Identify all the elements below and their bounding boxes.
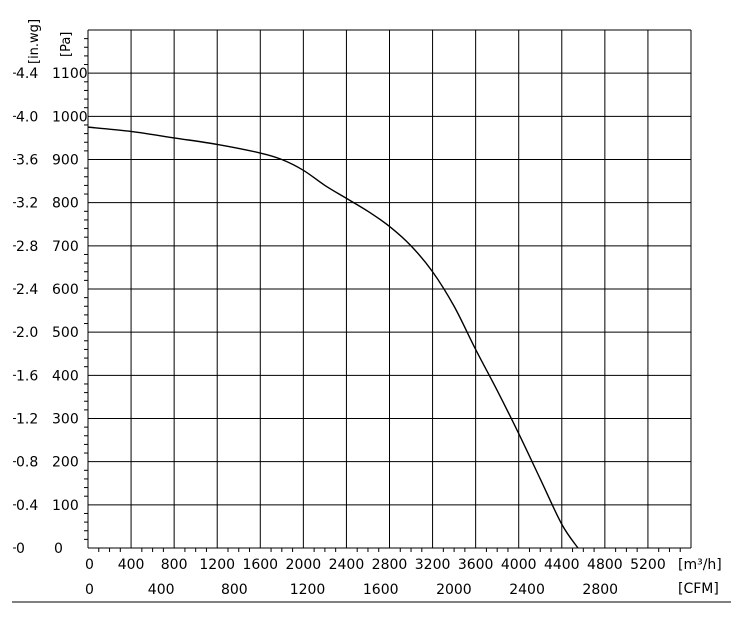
- x-tick-label-secondary: 0: [85, 582, 94, 598]
- x-axis-label-primary: [m³/h]: [678, 557, 722, 573]
- series-line: [87, 126, 579, 549]
- x-tick-label-secondary: 1200: [290, 582, 326, 598]
- x-tick-label-primary: 1600: [242, 557, 278, 573]
- x-tick-label-secondary: 2400: [509, 582, 545, 598]
- y-tick-label-primary: 800: [52, 196, 79, 212]
- axis-labels: [in.wg] [Pa] [m³/h] [CFM] 0 0.4 0.8 1.2 1.6 2…: [16, 19, 722, 598]
- x-tick-label-primary: 2800: [372, 557, 408, 573]
- x-tick-label-primary: 4800: [587, 557, 623, 573]
- x-tick-label-primary: 3200: [415, 557, 451, 573]
- y-tick-label-primary: 200: [52, 455, 79, 471]
- y-axis-label-primary: [Pa]: [59, 32, 74, 57]
- y-tick-label-primary: 1100: [52, 66, 88, 82]
- x-tick-label-primary: 3600: [458, 557, 494, 573]
- x-tick-label-primary: 4400: [544, 557, 580, 573]
- y-tick-label-secondary: 4.4: [16, 66, 38, 82]
- x-tick-label-primary: 0: [85, 557, 94, 573]
- y-tick-label-secondary: 0.4: [16, 498, 38, 514]
- x-tick-label-secondary: 2800: [582, 582, 618, 598]
- x-tick-label-secondary: 1600: [363, 582, 399, 598]
- grid: [87, 29, 692, 549]
- y-tick-label-primary: 500: [52, 325, 79, 341]
- x-tick-label-primary: 2000: [286, 557, 322, 573]
- y-tick-label-primary: 900: [52, 153, 79, 169]
- x-tick-label-primary: 2400: [329, 557, 365, 573]
- y-tick-label-secondary: 3.6: [16, 153, 38, 169]
- x-tick-label-primary: 1200: [199, 557, 235, 573]
- y-tick-label-secondary: 2.8: [16, 239, 38, 255]
- x-tick-label-primary: 400: [118, 557, 145, 573]
- y-tick-label-secondary: 2.0: [16, 325, 38, 341]
- y-tick-label-secondary: 3.2: [16, 196, 38, 212]
- y-tick-label-primary: 0: [54, 541, 63, 557]
- x-tick-label-secondary: 2000: [436, 582, 472, 598]
- y-tick-label-primary: 600: [52, 282, 79, 298]
- y-tick-label-secondary: 2.4: [16, 282, 38, 298]
- x-tick-label-secondary: 800: [221, 582, 248, 598]
- x-tick-label-primary: 4000: [501, 557, 537, 573]
- y-tick-label-primary: 300: [52, 412, 79, 428]
- y-tick-label-secondary: 1.6: [16, 368, 38, 384]
- x-axis-label-secondary: [CFM]: [678, 581, 719, 597]
- x-tick-label-secondary: 400: [148, 582, 175, 598]
- x-tick-label-primary: 800: [161, 557, 188, 573]
- y-axis-label-secondary: [in.wg]: [27, 19, 42, 64]
- y-tick-label-secondary: 0: [16, 541, 25, 557]
- y-tick-label-secondary: 1.2: [16, 412, 38, 428]
- y-tick-label-primary: 1000: [52, 109, 88, 125]
- y-tick-label-secondary: 4.0: [16, 109, 38, 125]
- minor-ticks: [13, 38, 681, 552]
- x-tick-label-primary: 5200: [630, 557, 666, 573]
- y-tick-label-primary: 400: [52, 368, 79, 384]
- y-tick-label-primary: 700: [52, 239, 79, 255]
- y-tick-label-secondary: 0.8: [16, 455, 38, 471]
- y-tick-label-primary: 100: [52, 498, 79, 514]
